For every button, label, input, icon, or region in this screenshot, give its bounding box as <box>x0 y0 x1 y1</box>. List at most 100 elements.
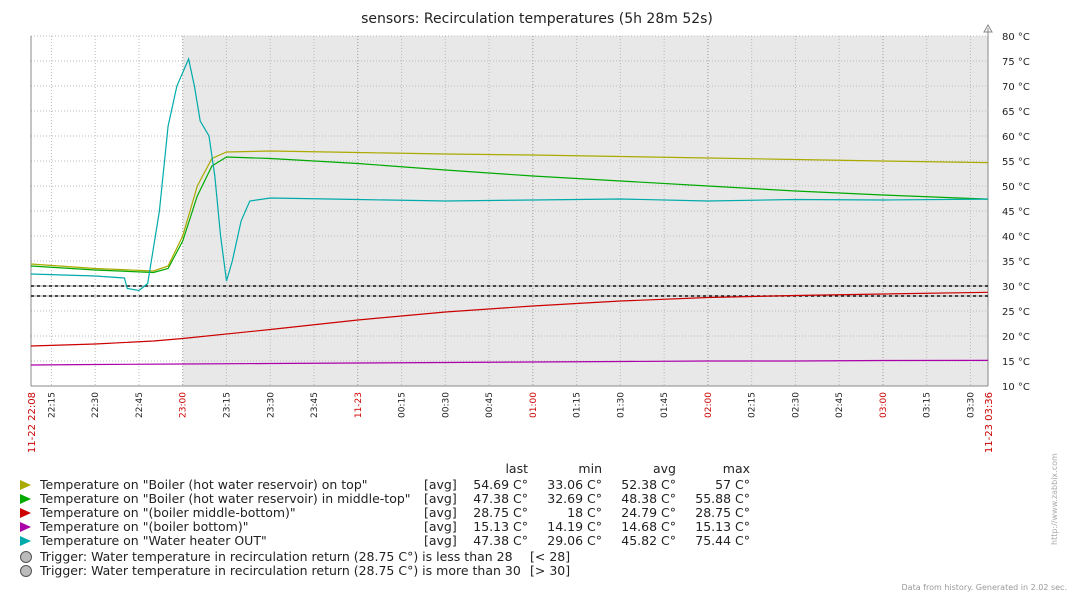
legend-avg: 24.79 C° <box>621 505 676 520</box>
legend-header-last: last <box>505 461 528 476</box>
x-tick-label: 22:30 <box>91 392 101 418</box>
legend-swatch <box>20 480 31 490</box>
y-tick-label: 45 °C <box>1002 207 1030 218</box>
x-tick-label: 01:30 <box>616 392 626 418</box>
x-tick-label: 01:00 <box>529 392 539 418</box>
chart: sensors: Recirculation temperatures (5h … <box>27 11 1030 453</box>
series-line-2 <box>30 291 989 347</box>
x-edge-label: 11-22 22:08 <box>27 392 38 453</box>
x-tick-label: 02:15 <box>748 392 758 418</box>
x-tick-label: 00:15 <box>398 392 408 418</box>
legend-max: 75.44 C° <box>695 533 750 548</box>
series-line-0 <box>30 150 989 272</box>
legend-row: Temperature on "Boiler (hot water reserv… <box>18 492 778 506</box>
legend-min: 33.06 C° <box>547 477 602 492</box>
legend-row: Temperature on "Water heater OUT" [avg] 47… <box>18 534 778 548</box>
chart-title: sensors: Recirculation temperatures (5h … <box>361 11 713 27</box>
side-url: http://www.zabbix.com <box>1050 453 1059 545</box>
y-tick-label: 30 °C <box>1002 282 1030 293</box>
legend-max: 55.88 C° <box>695 491 750 506</box>
y-tick-label: 35 °C <box>1002 257 1030 268</box>
legend-last: 15.13 C° <box>473 519 528 534</box>
legend-last: 54.69 C° <box>473 477 528 492</box>
x-tick-label: 00:30 <box>441 392 451 418</box>
x-tick-label: 02:30 <box>791 392 801 418</box>
x-tick-label: 00:45 <box>485 392 495 418</box>
legend-min: 14.19 C° <box>547 519 602 534</box>
legend-max: 57 C° <box>715 477 750 492</box>
legend-name: Temperature on "(boiler bottom)" <box>40 519 249 534</box>
legend-header-avg: avg <box>653 461 676 476</box>
y-tick-label: 15 °C <box>1002 357 1030 368</box>
legend-last: 28.75 C° <box>473 505 528 520</box>
series-line-4 <box>30 57 989 292</box>
trigger-condition: [< 28] <box>530 549 571 564</box>
trigger-name: Trigger: Water temperature in recirculat… <box>40 563 521 578</box>
x-tick-label: 23:15 <box>222 392 232 418</box>
legend-func: [avg] <box>424 519 457 534</box>
y-tick-label: 70 °C <box>1002 82 1030 93</box>
trigger-dot-icon <box>20 565 32 577</box>
y-tick-label: 25 °C <box>1002 307 1030 318</box>
x-tick-label: 03:30 <box>966 392 976 418</box>
legend-func: [avg] <box>424 533 457 548</box>
legend-header-max: max <box>722 461 750 476</box>
y-axis-arrow <box>983 23 993 33</box>
legend-swatch <box>20 522 31 532</box>
series-line-1 <box>30 156 989 274</box>
legend-swatch <box>20 494 31 504</box>
y-tick-label: 10 °C <box>1002 382 1030 393</box>
x-tick-label: 11-23 <box>354 392 364 418</box>
x-tick-label: 01:15 <box>573 392 583 418</box>
legend-func: [avg] <box>424 505 457 520</box>
trigger-dot-icon <box>20 551 32 563</box>
legend-max: 15.13 C° <box>695 519 750 534</box>
x-tick-label: 23:45 <box>310 392 320 418</box>
legend-last: 47.38 C° <box>473 533 528 548</box>
y-tick-label: 55 °C <box>1002 157 1030 168</box>
legend-name: Temperature on "Boiler (hot water reserv… <box>40 491 411 506</box>
legend-name: Temperature on "(boiler middle-bottom)" <box>40 505 296 520</box>
x-tick-label: 01:45 <box>660 392 670 418</box>
legend-min: 32.69 C° <box>547 491 602 506</box>
y-tick-label: 75 °C <box>1002 57 1030 68</box>
x-tick-label: 02:45 <box>835 392 845 418</box>
legend-min: 29.06 C° <box>547 533 602 548</box>
trigger-legend-row: Trigger: Water temperature in recirculat… <box>18 564 778 578</box>
y-tick-label: 20 °C <box>1002 332 1030 343</box>
legend-avg: 45.82 C° <box>621 533 676 548</box>
legend-header-min: min <box>578 461 602 476</box>
legend-max: 28.75 C° <box>695 505 750 520</box>
y-tick-label: 80 °C <box>1002 32 1030 43</box>
x-tick-label: 03:15 <box>923 392 933 418</box>
footer-note: Data from history. Generated in 2.02 sec… <box>901 583 1067 592</box>
legend-name: Temperature on "Water heater OUT" <box>40 533 267 548</box>
legend-row: Temperature on "Boiler (hot water reserv… <box>18 478 778 492</box>
series-line-3 <box>30 359 989 366</box>
x-tick-label: 22:15 <box>47 392 57 418</box>
legend-last: 47.38 C° <box>473 491 528 506</box>
y-tick-label: 65 °C <box>1002 107 1030 118</box>
trigger-condition: [> 30] <box>530 563 571 578</box>
legend-avg: 52.38 C° <box>621 477 676 492</box>
legend-swatch <box>20 508 31 518</box>
trigger-name: Trigger: Water temperature in recirculat… <box>40 549 513 564</box>
shaded-region <box>182 36 989 386</box>
legend-header: last min avg max <box>18 462 778 476</box>
x-tick-label: 22:45 <box>135 392 145 418</box>
y-tick-label: 40 °C <box>1002 232 1030 243</box>
legend-func: [avg] <box>424 491 457 506</box>
legend-func: [avg] <box>424 477 457 492</box>
x-tick-label: 23:30 <box>266 392 276 418</box>
y-tick-label: 50 °C <box>1002 182 1030 193</box>
legend-avg: 14.68 C° <box>621 519 676 534</box>
x-edge-label: 11-23 03:36 <box>984 392 995 453</box>
legend-avg: 48.38 C° <box>621 491 676 506</box>
legend-row: Temperature on "(boiler bottom)" [avg] 15.… <box>18 520 778 534</box>
x-tick-label: 23:00 <box>179 392 189 418</box>
y-tick-label: 60 °C <box>1002 132 1030 143</box>
legend-min: 18 C° <box>567 505 602 520</box>
legend-swatch <box>20 536 31 546</box>
trigger-legend-row: Trigger: Water temperature in recirculat… <box>18 550 778 564</box>
x-tick-label: 02:00 <box>704 392 714 418</box>
